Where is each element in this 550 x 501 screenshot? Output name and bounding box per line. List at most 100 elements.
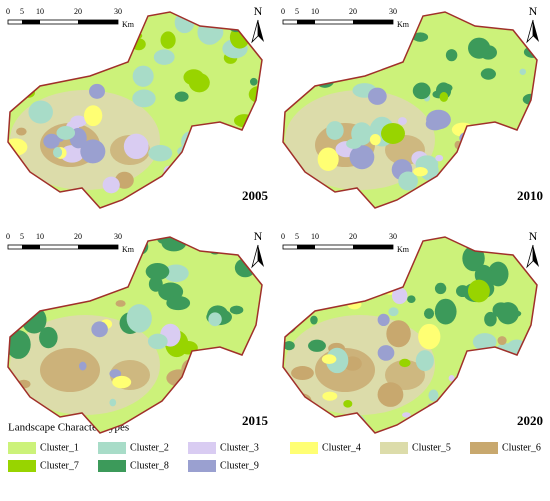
patch: [213, 358, 235, 377]
patch: [283, 340, 295, 351]
scale-label: 0: [6, 7, 10, 16]
patch: [132, 89, 156, 108]
north-arrow: [251, 244, 259, 269]
patch: [217, 363, 239, 385]
patch: [343, 399, 353, 408]
map: [283, 12, 537, 208]
patch: [14, 44, 37, 70]
patch: [292, 393, 312, 409]
patch: [208, 312, 222, 327]
patch: [148, 276, 163, 292]
year-label: 2010: [517, 188, 543, 203]
patch: [483, 194, 503, 208]
patch: [468, 132, 487, 155]
patch: [229, 305, 244, 315]
boundary: [7, 236, 263, 434]
patch: [98, 259, 115, 275]
patch: [89, 83, 105, 99]
scale-bar: [353, 20, 393, 24]
patch: [369, 134, 381, 146]
legend-swatch: [380, 442, 408, 454]
patch: [487, 136, 506, 154]
patch: [322, 391, 338, 401]
patch: [326, 121, 344, 140]
patch: [482, 142, 505, 158]
patch: [160, 31, 176, 49]
legend-label: Cluster_4: [322, 442, 361, 453]
patch: [460, 178, 478, 193]
north-arrow: [251, 19, 259, 44]
patch: [166, 369, 192, 387]
north-label: N: [254, 229, 263, 243]
zone: [40, 348, 100, 392]
north-arrow: [526, 244, 534, 269]
map: [283, 237, 537, 433]
patch: [386, 320, 411, 348]
scale-bar: [353, 245, 393, 249]
patch: [423, 308, 435, 319]
patch: [388, 307, 399, 317]
patch: [216, 154, 237, 178]
patch: [415, 350, 434, 372]
patch: [402, 412, 411, 418]
scale-bar: [22, 20, 40, 24]
legend-swatch: [8, 460, 36, 472]
patch: [484, 400, 509, 421]
patch: [451, 405, 462, 418]
patch: [215, 393, 235, 410]
scale-label: 20: [74, 7, 82, 16]
patch: [189, 370, 207, 387]
patch: [381, 122, 405, 144]
patch: [398, 171, 418, 191]
scale-label: 5: [295, 232, 299, 241]
patch: [439, 92, 449, 102]
patch: [340, 413, 367, 433]
patch: [316, 34, 340, 62]
patch: [501, 145, 519, 161]
patch: [145, 262, 170, 281]
patch: [194, 142, 215, 156]
patch: [511, 310, 522, 317]
patch: [425, 117, 445, 131]
year-label: 2015: [242, 413, 269, 428]
north-label: N: [529, 4, 538, 18]
scale-label: 0: [6, 232, 10, 241]
patch: [286, 196, 303, 208]
patch: [132, 65, 154, 87]
patch: [204, 180, 213, 186]
legend-swatch: [188, 442, 216, 454]
patch: [10, 343, 17, 349]
patch: [36, 254, 51, 266]
patch: [459, 132, 474, 145]
patch: [102, 176, 120, 194]
scale-label: 10: [311, 232, 319, 241]
patch: [227, 393, 249, 415]
scale-label: 20: [349, 232, 357, 241]
patch: [237, 375, 255, 387]
patch: [13, 315, 24, 323]
patch: [228, 354, 240, 364]
patch: [418, 323, 441, 350]
patch: [195, 189, 211, 204]
patch: [8, 273, 23, 289]
patch: [434, 282, 447, 295]
legend-swatch: [98, 460, 126, 472]
scale-bar: [78, 245, 118, 249]
patch: [190, 357, 217, 375]
patch: [80, 139, 106, 164]
north-arrow: [533, 245, 539, 267]
patch: [497, 336, 507, 346]
patch: [78, 361, 87, 371]
patch: [377, 313, 390, 327]
patch: [445, 49, 458, 62]
patch: [468, 37, 491, 59]
patch: [399, 358, 411, 368]
patch: [229, 373, 249, 386]
patch: [213, 196, 229, 208]
patch: [283, 162, 298, 188]
patch: [198, 351, 218, 374]
patch: [500, 390, 518, 411]
patch: [330, 27, 344, 43]
patch: [153, 49, 175, 65]
